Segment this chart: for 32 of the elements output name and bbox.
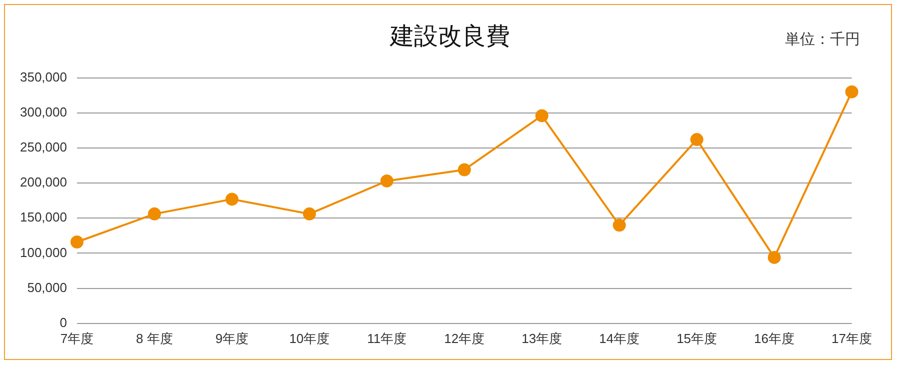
y-tick-label: 150,000 xyxy=(20,210,67,225)
x-tick-label: 17年度 xyxy=(832,330,872,346)
point xyxy=(148,207,161,220)
point xyxy=(70,236,84,248)
x-tick-label: 13年度 xyxy=(522,330,562,346)
x-tick-label: 11年度 xyxy=(367,330,407,346)
point xyxy=(845,85,858,98)
x-tick-label: 12年度 xyxy=(444,330,485,346)
x-tick-label: 8 年度 xyxy=(136,330,173,346)
point xyxy=(690,133,704,146)
y-tick-label: 300,000 xyxy=(20,104,67,120)
y-tick-label: 0 xyxy=(60,314,67,330)
y-tick-label: 200,000 xyxy=(20,174,67,190)
y-tick-label: 350,000 xyxy=(20,69,67,84)
point xyxy=(225,192,238,206)
point xyxy=(612,218,626,232)
point xyxy=(535,109,548,122)
point xyxy=(302,207,316,220)
x-tick-label: 10年度 xyxy=(289,330,330,346)
point xyxy=(458,163,471,176)
y-tick-label: 250,000 xyxy=(20,140,67,155)
point xyxy=(768,250,781,264)
chart-subtitle: 単位：千円 xyxy=(785,30,860,49)
x-tick-label: 7年度 xyxy=(60,330,94,346)
x-tick-label: 15年度 xyxy=(676,330,718,346)
x-tick-label: 9年度 xyxy=(215,330,249,346)
y-tick-label: 100,000 xyxy=(20,244,67,260)
y-tick-label: 50,000 xyxy=(27,280,67,295)
chart-title: 建設改良費 xyxy=(390,22,510,50)
point xyxy=(380,174,394,188)
x-tick-label: 14年度 xyxy=(599,330,640,346)
x-tick-label: 16年度 xyxy=(754,330,795,346)
